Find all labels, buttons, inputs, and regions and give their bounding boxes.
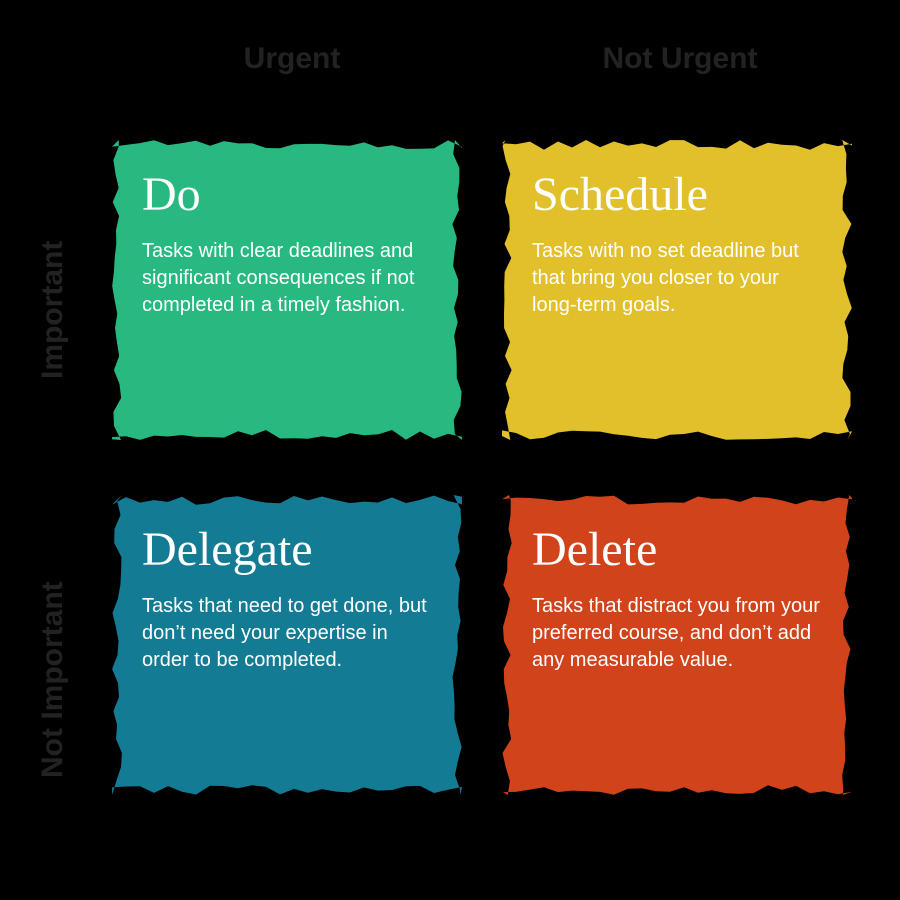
eisenhower-matrix: Urgent Not Urgent Important Not Importan… bbox=[0, 0, 900, 900]
quadrant-do: Do Tasks with clear deadlines and signif… bbox=[112, 140, 462, 440]
col-header-label: Urgent bbox=[244, 42, 341, 75]
quadrant-title: Do bbox=[142, 170, 434, 220]
quadrant-title: Delete bbox=[532, 525, 824, 575]
quadrant-schedule: Schedule Tasks with no set deadline but … bbox=[502, 140, 852, 440]
row-header-label: Not Important bbox=[36, 582, 70, 779]
col-header-not-urgent: Not Urgent bbox=[560, 42, 800, 76]
quadrant-delete: Delete Tasks that distract you from your… bbox=[502, 495, 852, 795]
quadrant-delegate: Delegate Tasks that need to get done, bu… bbox=[112, 495, 462, 795]
row-header-label: Important bbox=[36, 241, 70, 379]
col-header-label: Not Urgent bbox=[603, 42, 758, 75]
col-header-urgent: Urgent bbox=[192, 42, 392, 76]
quadrant-desc: Tasks that distract you from your prefer… bbox=[532, 593, 824, 674]
quadrant-title: Schedule bbox=[532, 170, 824, 220]
quadrant-title: Delegate bbox=[142, 525, 434, 575]
row-header-not-important: Not Important bbox=[36, 520, 70, 840]
quadrant-desc: Tasks with no set deadline but that brin… bbox=[532, 238, 824, 319]
quadrant-desc: Tasks with clear deadlines and significa… bbox=[142, 238, 434, 319]
quadrant-desc: Tasks that need to get done, but don’t n… bbox=[142, 593, 434, 674]
row-header-important: Important bbox=[36, 160, 70, 460]
